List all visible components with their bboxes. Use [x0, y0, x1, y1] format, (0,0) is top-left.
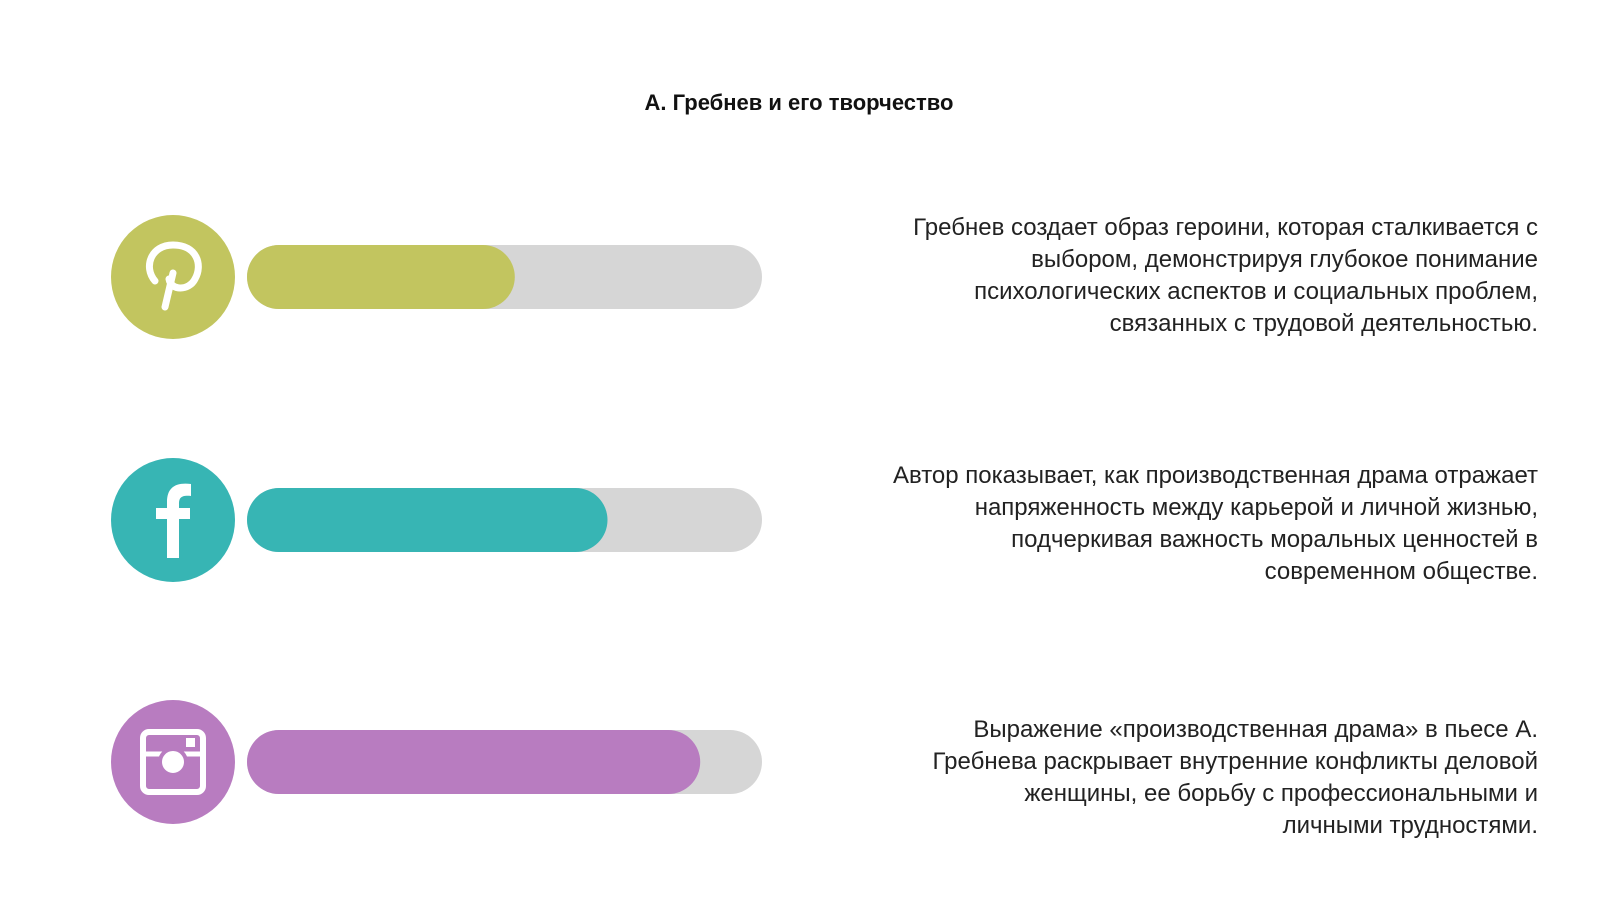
row: Выражение «производственная драма» в пье… — [111, 700, 1538, 839]
description-line: подчеркивая важность моральных ценностей… — [1011, 526, 1538, 553]
instagram-flash — [186, 738, 195, 747]
row: Автор показывает, как производственная д… — [111, 458, 1538, 585]
progress-fill — [247, 730, 701, 794]
description-line: современном обществе. — [1265, 558, 1538, 585]
description-line: женщины, ее борьбу с профессиональными и — [1024, 780, 1538, 807]
description-line: Автор показывает, как производственная д… — [893, 462, 1538, 489]
pinterest-glyph — [146, 241, 202, 311]
description-line: Гребнева раскрывает внутренние конфликты… — [933, 748, 1538, 775]
description-line: выбором, демонстрируя глубокое понимание — [1031, 246, 1538, 273]
description-line: психологических аспектов и социальных пр… — [974, 278, 1538, 305]
description-line: напряженность между карьерой и личной жи… — [975, 494, 1538, 521]
description-line: связанных с трудовой деятельностью. — [1110, 310, 1538, 337]
description-line: личными трудностями. — [1283, 812, 1538, 839]
description-line: Гребнев создает образ героини, которая с… — [913, 214, 1538, 241]
row: Гребнев создает образ героини, которая с… — [111, 214, 1538, 339]
description-line: Выражение «производственная драма» в пье… — [973, 716, 1538, 743]
progress-fill — [247, 245, 515, 309]
rows: Гребнев создает образ героини, которая с… — [111, 214, 1538, 839]
slide-title: А. Гребнев и его творчество — [645, 90, 954, 115]
instagram-frame — [140, 729, 206, 795]
facebook-glyph — [156, 483, 191, 558]
progress-fill — [247, 488, 608, 552]
instagram-lens — [158, 747, 188, 777]
